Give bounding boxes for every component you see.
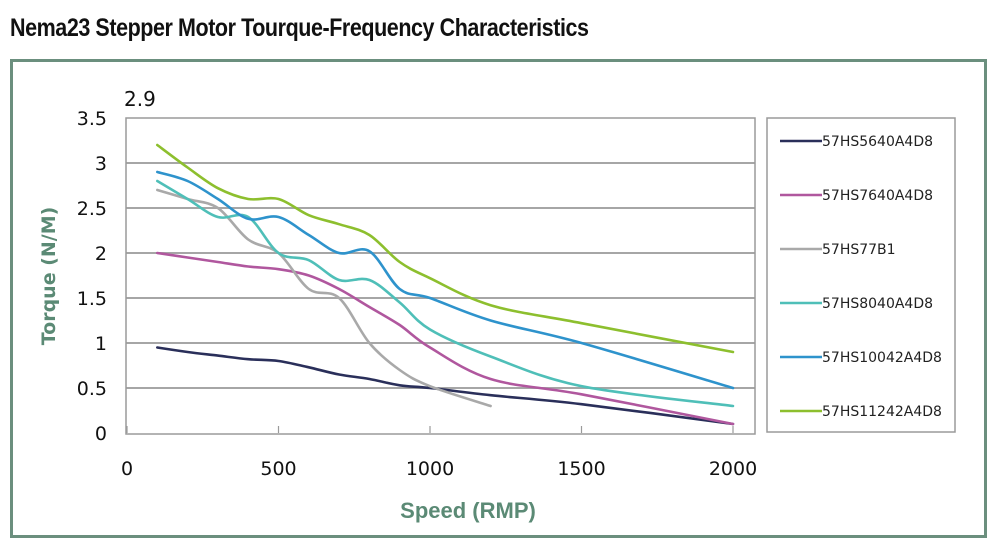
plot-area-border xyxy=(125,117,756,435)
y-tick-label: 0 xyxy=(95,423,107,445)
grid-lines xyxy=(126,162,755,389)
y-tick-labels: 0 0.5 1 1.5 2 2.5 3 3.5 xyxy=(77,108,107,445)
legend: 57HS5640A4D8 57HS7640A4D8 57HS77B1 57HS8040… xyxy=(780,134,942,420)
x-axis-label: Speed (RMP) xyxy=(400,498,536,523)
y-tick-label: 0.5 xyxy=(77,378,107,400)
page-title: Nema23 Stepper Motor Tourque-Frequency C… xyxy=(10,14,589,42)
x-tick-marks xyxy=(126,426,734,433)
legend-label: 57HS11242A4D8 xyxy=(822,404,942,420)
x-tick-label: 1000 xyxy=(406,458,454,480)
legend-box xyxy=(766,117,956,433)
y-tick-label: 3.5 xyxy=(77,108,107,130)
y-tick-label: 2 xyxy=(95,243,107,265)
legend-label: 57HS8040A4D8 xyxy=(822,296,933,312)
series-line-57hs77b1 xyxy=(156,188,492,408)
y-axis-label: Torque (N/M) xyxy=(38,207,60,346)
series-line-57hs5640a4d8 xyxy=(156,346,735,426)
series-line-57hs8040a4d8 xyxy=(156,179,735,408)
x-tick-label: 1500 xyxy=(557,458,605,480)
x-tick-label: 500 xyxy=(260,458,296,480)
y-tick-label: 1.5 xyxy=(77,288,107,310)
legend-label: 57HS77B1 xyxy=(822,242,896,258)
series-line-57hs11242a4d8 xyxy=(156,143,735,354)
legend-label: 57HS5640A4D8 xyxy=(822,134,933,150)
x-tick-label: 0 xyxy=(121,458,133,480)
legend-label: 57HS7640A4D8 xyxy=(822,188,933,204)
series-line-57hs7640a4d8 xyxy=(156,251,735,426)
series-lines xyxy=(156,143,735,426)
y-tick-label: 1 xyxy=(95,333,107,355)
legend-label: 57HS10042A4D8 xyxy=(822,350,942,366)
series-line-57hs10042a4d8 xyxy=(156,170,735,390)
x-tick-labels: 0 500 1000 1500 2000 xyxy=(121,458,757,480)
y-tick-label: 3 xyxy=(95,153,107,175)
y-tick-label: 2.5 xyxy=(77,198,107,220)
annotation-label: 2.9 xyxy=(124,87,156,111)
x-tick-label: 2000 xyxy=(709,458,757,480)
